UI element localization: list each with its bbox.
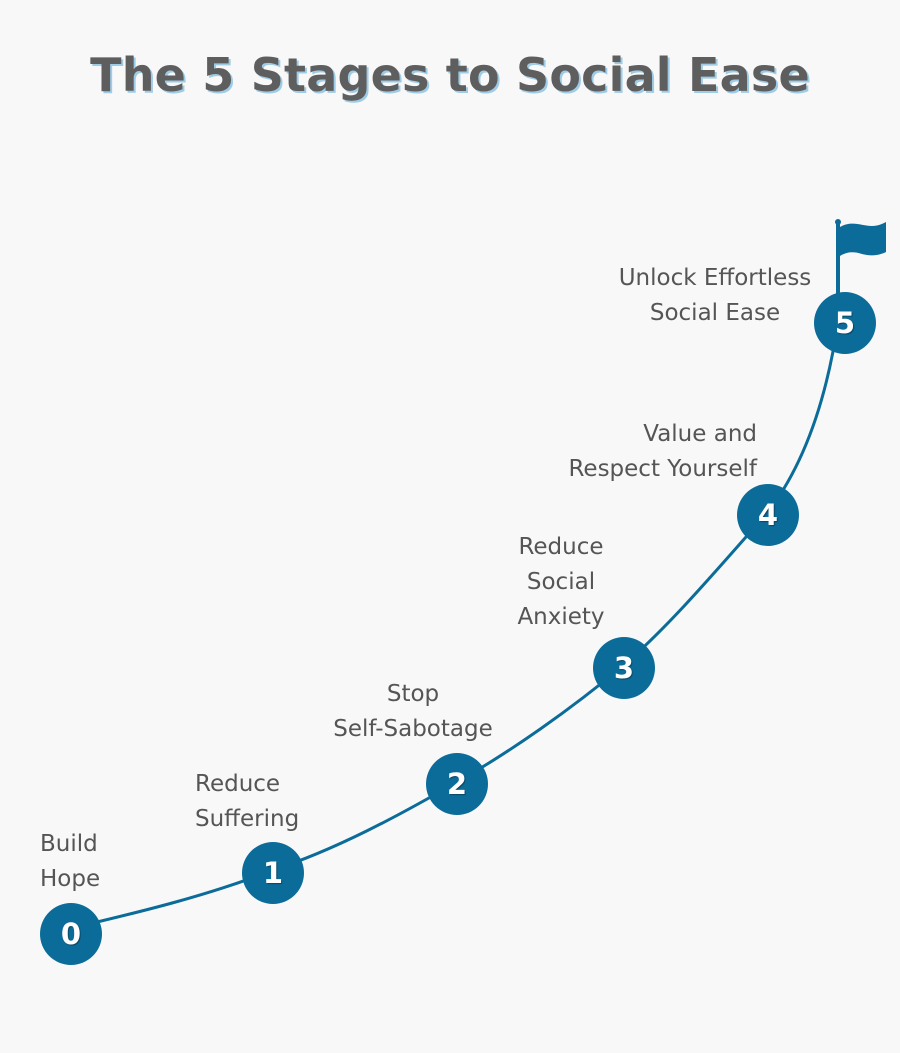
stage-3-label: Reduce Social Anxiety <box>517 534 605 630</box>
stage-0-marker: 0 <box>40 903 102 965</box>
stage-1-label: Reduce Suffering <box>195 771 300 832</box>
stage-5-marker: 5 <box>814 292 876 354</box>
stage-5-label: Unlock Effortless Social Ease <box>618 265 812 326</box>
stage-4-label: Value and Respect Yourself <box>568 421 757 482</box>
stage-2-marker: 2 <box>426 753 488 815</box>
page-title: The 5 Stages to Social Ease <box>90 48 810 102</box>
stage-3-marker: 3 <box>593 637 655 699</box>
progress-curve <box>71 321 840 930</box>
stage-2-label: Stop Self-Sabotage <box>333 681 493 742</box>
stage-0-label: Build Hope <box>40 831 101 892</box>
stage-4-marker: 4 <box>737 484 799 546</box>
stage-1-marker: 1 <box>242 842 304 904</box>
